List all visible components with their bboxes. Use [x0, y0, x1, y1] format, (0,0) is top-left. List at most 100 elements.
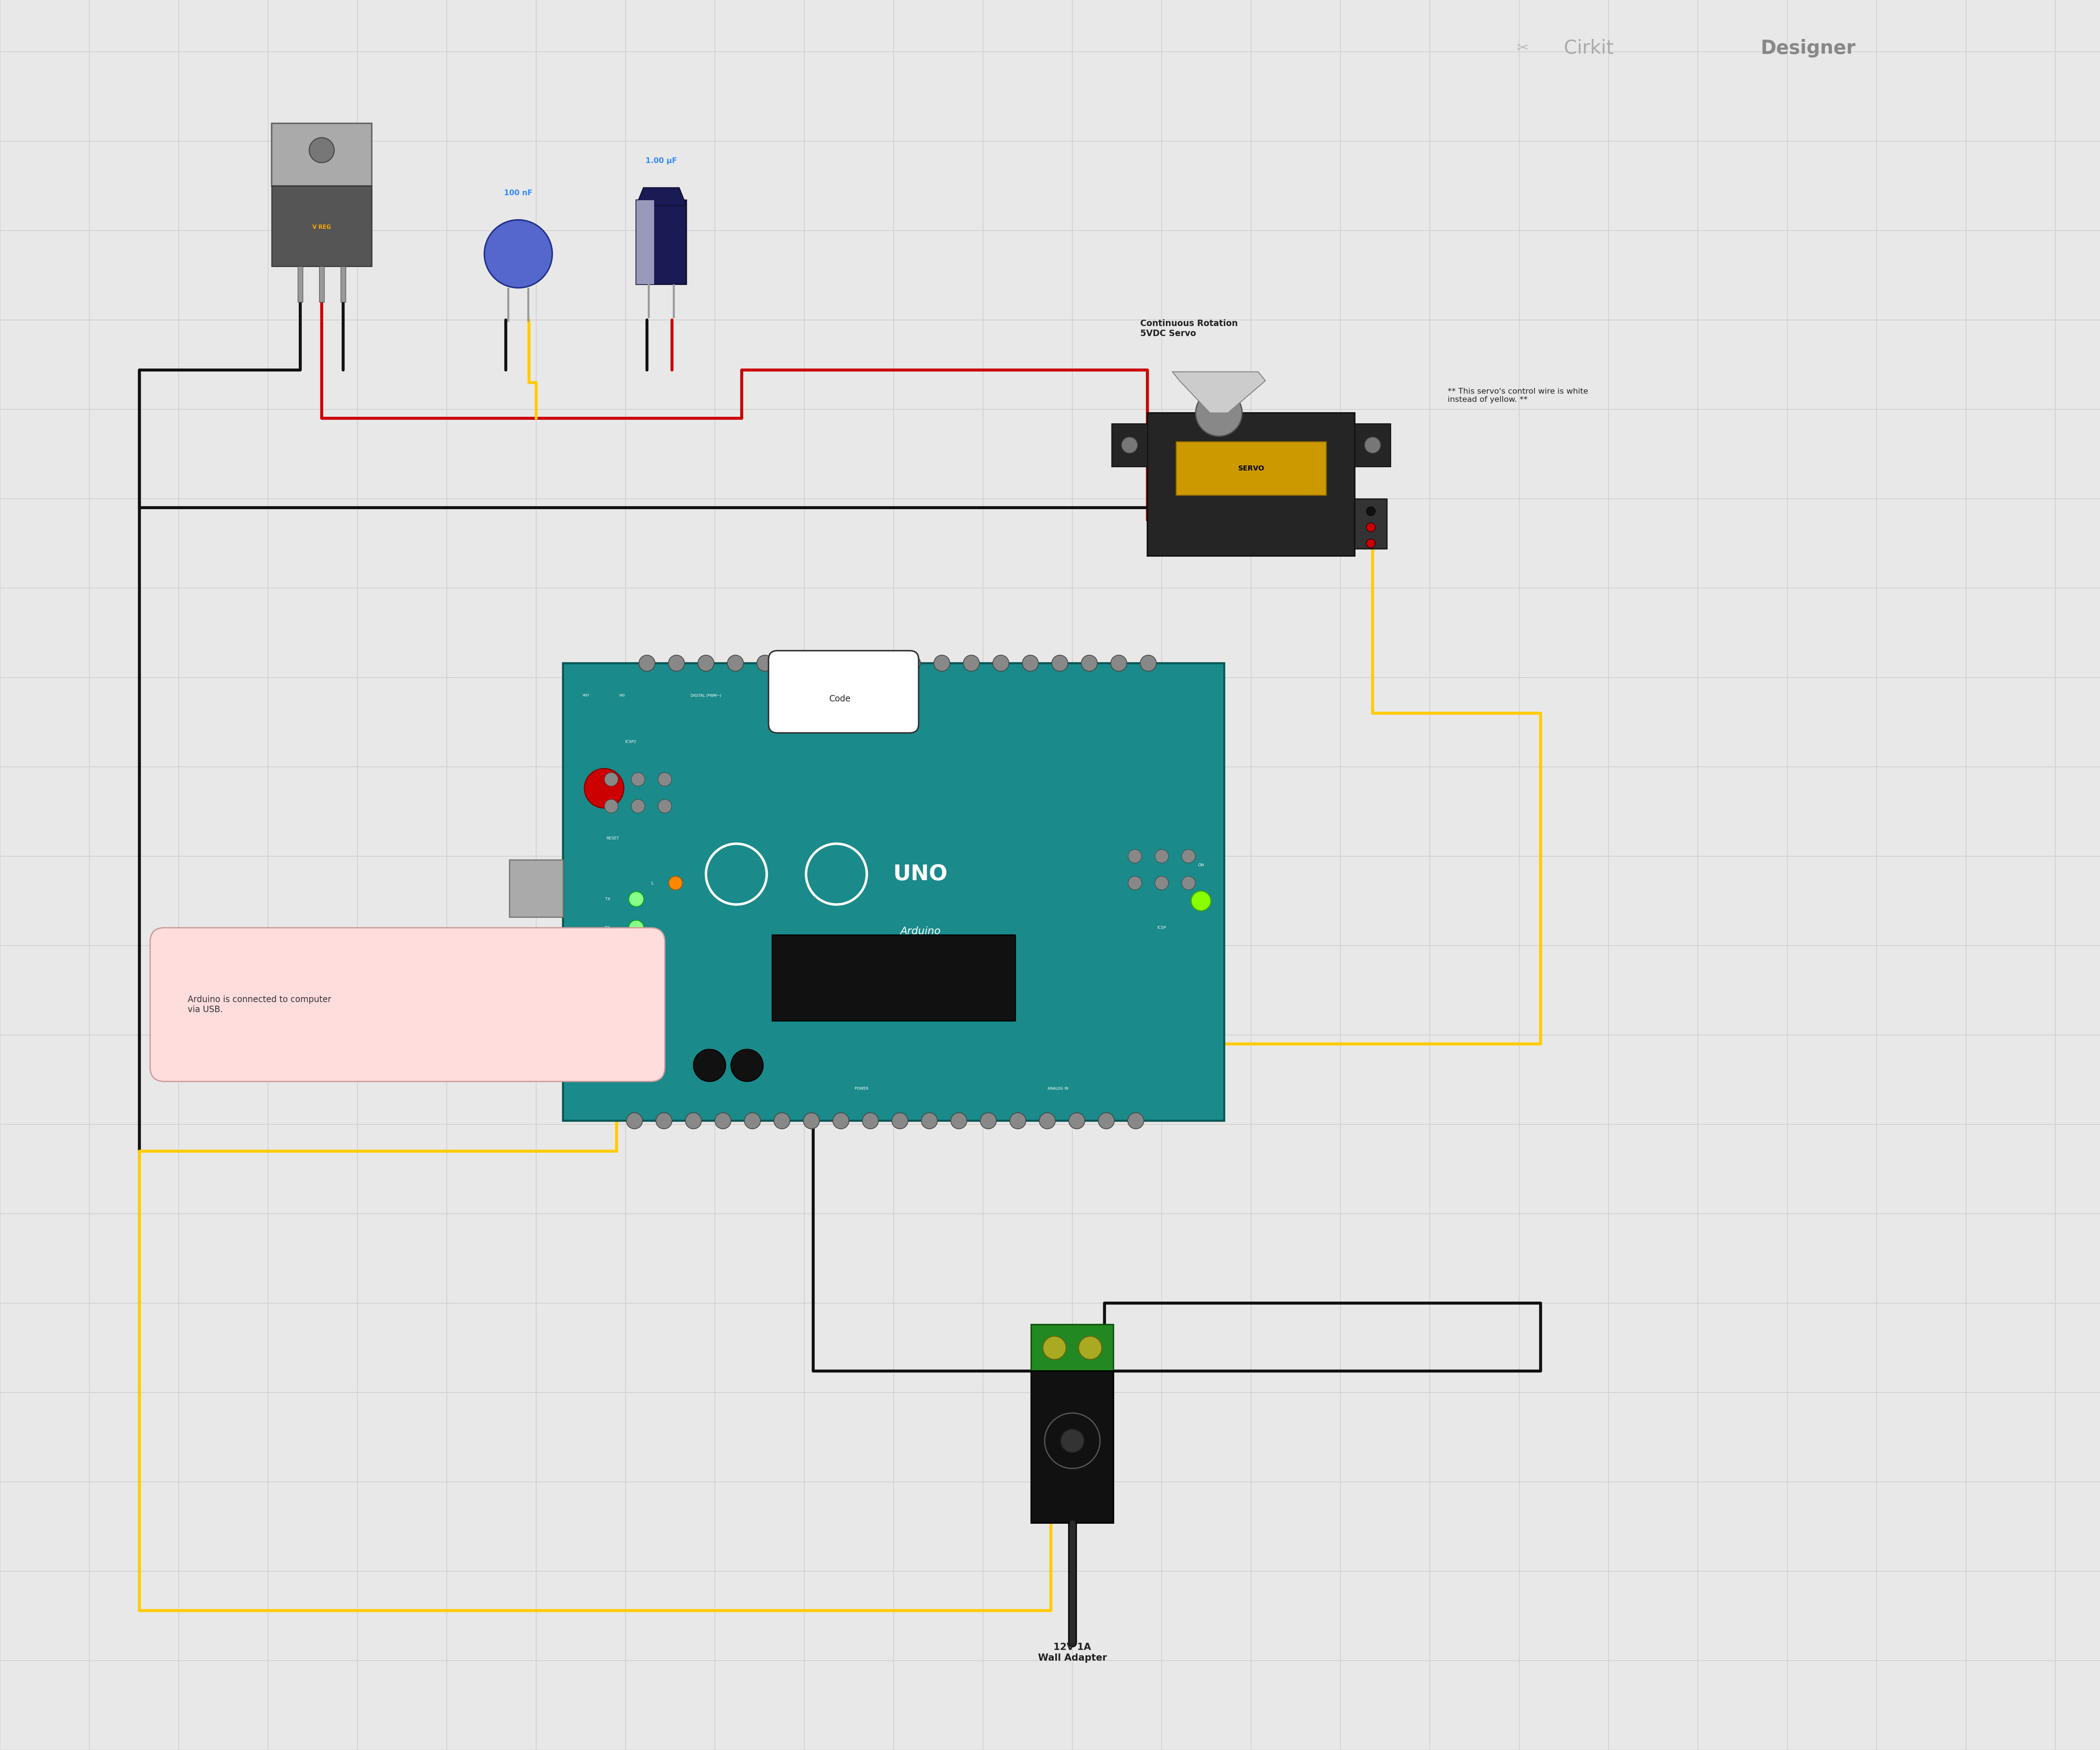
Polygon shape [636, 187, 687, 205]
Circle shape [964, 654, 979, 672]
Text: Cirkit: Cirkit [1564, 38, 1613, 58]
Circle shape [1111, 654, 1128, 672]
Circle shape [1069, 1113, 1086, 1129]
Circle shape [668, 654, 685, 672]
Circle shape [731, 1050, 762, 1082]
Polygon shape [533, 999, 563, 1050]
Circle shape [834, 1113, 848, 1129]
Circle shape [668, 877, 682, 889]
Circle shape [1191, 891, 1212, 910]
Circle shape [817, 654, 832, 672]
Circle shape [743, 1113, 760, 1129]
Text: ICSP2: ICSP2 [626, 740, 636, 744]
Circle shape [485, 220, 552, 287]
Circle shape [1367, 523, 1376, 532]
Circle shape [1044, 1337, 1067, 1360]
Circle shape [714, 1113, 731, 1129]
Circle shape [1182, 849, 1195, 863]
Circle shape [785, 654, 802, 672]
Circle shape [1128, 1113, 1144, 1129]
Text: Arduino: Arduino [901, 926, 941, 936]
Circle shape [1367, 539, 1376, 548]
Circle shape [655, 1113, 672, 1129]
Polygon shape [582, 956, 653, 994]
Circle shape [905, 654, 920, 672]
Text: UNO: UNO [892, 863, 947, 886]
Circle shape [632, 772, 645, 786]
Circle shape [1010, 1113, 1027, 1129]
Circle shape [685, 1113, 701, 1129]
Text: SERVO: SERVO [1237, 466, 1264, 472]
Circle shape [605, 800, 617, 814]
Text: RX: RX [605, 926, 611, 929]
Polygon shape [298, 266, 302, 303]
Text: RESET: RESET [607, 836, 620, 840]
Polygon shape [510, 859, 563, 917]
Polygon shape [773, 934, 1014, 1020]
Circle shape [1365, 438, 1380, 453]
Circle shape [876, 654, 890, 672]
Circle shape [632, 800, 645, 814]
FancyBboxPatch shape [149, 927, 666, 1081]
Circle shape [756, 654, 773, 672]
Circle shape [1082, 654, 1098, 672]
Circle shape [1079, 1337, 1102, 1360]
Polygon shape [1354, 499, 1386, 550]
Polygon shape [563, 663, 1224, 1120]
Polygon shape [1031, 1370, 1113, 1522]
Circle shape [1195, 390, 1241, 436]
Text: AREF: AREF [582, 693, 590, 696]
Circle shape [657, 772, 672, 786]
Polygon shape [1031, 1325, 1113, 1370]
Polygon shape [271, 122, 372, 186]
Circle shape [981, 1113, 995, 1129]
Polygon shape [636, 199, 653, 284]
Circle shape [892, 1113, 907, 1129]
Circle shape [1121, 438, 1138, 453]
Polygon shape [1111, 423, 1147, 467]
Circle shape [1052, 654, 1069, 672]
Circle shape [628, 891, 645, 906]
Circle shape [1023, 654, 1037, 672]
Polygon shape [319, 266, 323, 303]
Text: 100 nF: 100 nF [504, 189, 533, 196]
Polygon shape [1354, 423, 1390, 467]
Circle shape [628, 920, 645, 934]
Polygon shape [636, 199, 687, 284]
Circle shape [605, 772, 617, 786]
Text: POWER: POWER [855, 1087, 867, 1090]
Circle shape [584, 768, 624, 808]
Text: ICSP: ICSP [1157, 926, 1166, 929]
Text: ON: ON [1197, 863, 1203, 866]
Circle shape [775, 1113, 790, 1129]
Text: V REG: V REG [313, 224, 332, 229]
Circle shape [1098, 1113, 1115, 1129]
Circle shape [626, 1113, 643, 1129]
Circle shape [922, 1113, 937, 1129]
Text: Code: Code [830, 695, 850, 704]
Text: 12V 1A
Wall Adapter: 12V 1A Wall Adapter [1037, 1643, 1107, 1662]
Polygon shape [1147, 413, 1355, 556]
Circle shape [697, 654, 714, 672]
Text: Designer: Designer [1760, 38, 1856, 58]
Circle shape [1128, 849, 1142, 863]
Circle shape [951, 1113, 966, 1129]
Circle shape [657, 800, 672, 814]
Text: Arduino is connected to computer
via USB.: Arduino is connected to computer via USB… [187, 996, 332, 1013]
Circle shape [863, 1113, 878, 1129]
Circle shape [993, 654, 1008, 672]
Circle shape [1155, 849, 1168, 863]
Text: TX: TX [605, 898, 611, 901]
FancyBboxPatch shape [769, 651, 918, 733]
Text: ANALOG IN: ANALOG IN [1048, 1087, 1069, 1090]
Text: GND: GND [620, 693, 626, 696]
Circle shape [693, 1050, 727, 1082]
Polygon shape [1176, 441, 1325, 495]
Polygon shape [271, 186, 372, 266]
Text: L: L [651, 880, 653, 885]
Circle shape [1155, 877, 1168, 889]
Polygon shape [1172, 371, 1266, 413]
Text: DIGITAL (PWM~): DIGITAL (PWM~) [691, 693, 720, 696]
Circle shape [309, 138, 334, 163]
Circle shape [846, 654, 861, 672]
